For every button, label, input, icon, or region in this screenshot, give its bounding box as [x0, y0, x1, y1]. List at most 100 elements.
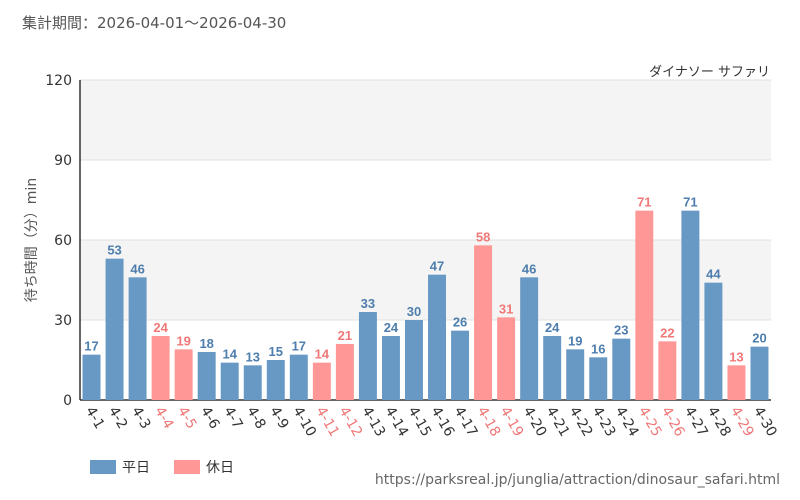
bar-4-28: [704, 282, 723, 400]
bar-4-25: [635, 210, 654, 400]
data-label-4-30: 20: [752, 331, 766, 346]
data-label-4-16: 47: [430, 259, 444, 274]
x-tick-label-4-15: 4-15: [405, 404, 435, 440]
data-label-4-2: 53: [107, 243, 121, 258]
bar-4-11: [312, 362, 331, 400]
data-label-4-3: 46: [130, 261, 144, 276]
legend-item-weekday[interactable]: 平日: [90, 457, 150, 477]
bar-4-7: [220, 362, 239, 400]
x-tick-label-4-5: 4-5: [174, 404, 199, 432]
x-tick-label-4-27: 4-27: [681, 404, 711, 440]
x-tick-label-4-26: 4-26: [658, 404, 688, 440]
bar-4-30: [750, 346, 769, 400]
bar-4-16: [428, 274, 446, 400]
legend-label-holiday: 休日: [206, 460, 234, 476]
x-tick-label-4-14: 4-14: [381, 404, 411, 440]
x-tick-label-4-1: 4-1: [82, 404, 107, 432]
x-tick-label-4-22: 4-22: [566, 404, 596, 440]
data-label-4-19: 31: [499, 301, 513, 316]
data-label-4-11: 14: [315, 347, 330, 362]
data-label-4-9: 15: [269, 344, 283, 359]
x-tick-label-4-25: 4-25: [635, 404, 665, 440]
plot-band: [80, 80, 771, 160]
data-label-4-18: 58: [476, 229, 490, 244]
data-label-4-13: 33: [361, 296, 375, 311]
data-label-4-22: 19: [568, 333, 582, 348]
x-tick-label-4-12: 4-12: [335, 404, 365, 440]
bar-4-12: [335, 344, 354, 400]
x-tick-label-4-4: 4-4: [151, 404, 176, 432]
data-label-4-20: 46: [522, 261, 536, 276]
bar-4-9: [266, 360, 285, 400]
bar-4-18: [474, 245, 493, 400]
attraction-name: ダイナソー サファリ: [649, 65, 770, 80]
x-tick-label-4-16: 4-16: [428, 404, 458, 440]
bar-4-23: [589, 357, 608, 400]
data-label-4-5: 19: [176, 333, 190, 348]
y-tick-label: 120: [45, 73, 72, 89]
y-tick-label: 0: [63, 393, 72, 409]
bar-4-8: [243, 365, 262, 400]
data-label-4-14: 24: [384, 320, 399, 335]
data-label-4-1: 17: [84, 339, 98, 354]
bar-4-26: [658, 341, 677, 400]
legend-swatch-weekday: [90, 460, 116, 474]
bar-4-15: [405, 320, 423, 400]
x-tick-label-4-24: 4-24: [612, 404, 642, 440]
bar-4-14: [381, 336, 400, 400]
plot-band: [80, 160, 771, 240]
data-label-4-23: 16: [591, 341, 605, 356]
period-label: 集計期間：2026-04-01～2026-04-30: [22, 14, 287, 32]
data-label-4-12: 21: [338, 328, 352, 343]
bar-4-2: [105, 258, 124, 400]
bar-4-24: [612, 338, 631, 400]
data-label-4-8: 13: [246, 349, 260, 364]
bar-4-3: [128, 277, 147, 400]
bar-4-6: [197, 352, 216, 400]
x-tick-label-4-30: 4-30: [750, 404, 780, 440]
bar-4-19: [497, 317, 516, 400]
y-tick-label: 60: [54, 233, 72, 249]
x-tick-label-4-17: 4-17: [451, 404, 481, 440]
bar-4-5: [174, 349, 193, 400]
x-tick-label-4-21: 4-21: [543, 404, 573, 440]
x-tick-label-4-2: 4-2: [105, 404, 130, 432]
x-tick-label-4-20: 4-20: [520, 404, 550, 440]
x-tick-label-4-8: 4-8: [243, 404, 268, 432]
bar-4-10: [289, 354, 308, 400]
bar-4-22: [566, 349, 585, 400]
x-tick-label-4-11: 4-11: [312, 404, 342, 440]
y-axis-title: 待ち時間（分）min: [24, 178, 40, 302]
y-tick-label: 90: [54, 153, 72, 169]
bar-4-27: [681, 210, 700, 400]
x-tick-label-4-13: 4-13: [358, 404, 388, 440]
data-label-4-10: 17: [292, 339, 306, 354]
legend-label-weekday: 平日: [122, 460, 150, 476]
data-label-4-15: 30: [407, 304, 421, 319]
plot-band: [80, 320, 771, 400]
bar-4-29: [727, 365, 746, 400]
x-tick-label-4-18: 4-18: [474, 404, 504, 440]
x-tick-label-4-6: 4-6: [197, 404, 222, 432]
x-tick-label-4-3: 4-3: [128, 404, 153, 432]
x-tick-label-4-23: 4-23: [589, 404, 619, 440]
data-label-4-28: 44: [706, 267, 721, 282]
legend-item-holiday[interactable]: 休日: [174, 457, 234, 477]
data-label-4-27: 71: [683, 195, 697, 210]
bar-4-4: [151, 336, 170, 400]
plot-band: [80, 240, 771, 320]
data-label-4-29: 13: [729, 349, 743, 364]
data-label-4-6: 18: [199, 336, 213, 351]
data-label-4-21: 24: [545, 320, 560, 335]
bar-4-21: [543, 336, 562, 400]
x-tick-label-4-10: 4-10: [289, 404, 319, 440]
y-tick-label: 30: [54, 313, 72, 329]
source-url[interactable]: https://parksreal.jp/junglia/attraction/…: [374, 472, 780, 488]
x-tick-label-4-7: 4-7: [220, 404, 245, 432]
data-label-4-17: 26: [453, 315, 467, 330]
bar-4-20: [520, 277, 539, 400]
bar-4-1: [82, 354, 101, 400]
x-tick-label-4-9: 4-9: [266, 404, 291, 432]
